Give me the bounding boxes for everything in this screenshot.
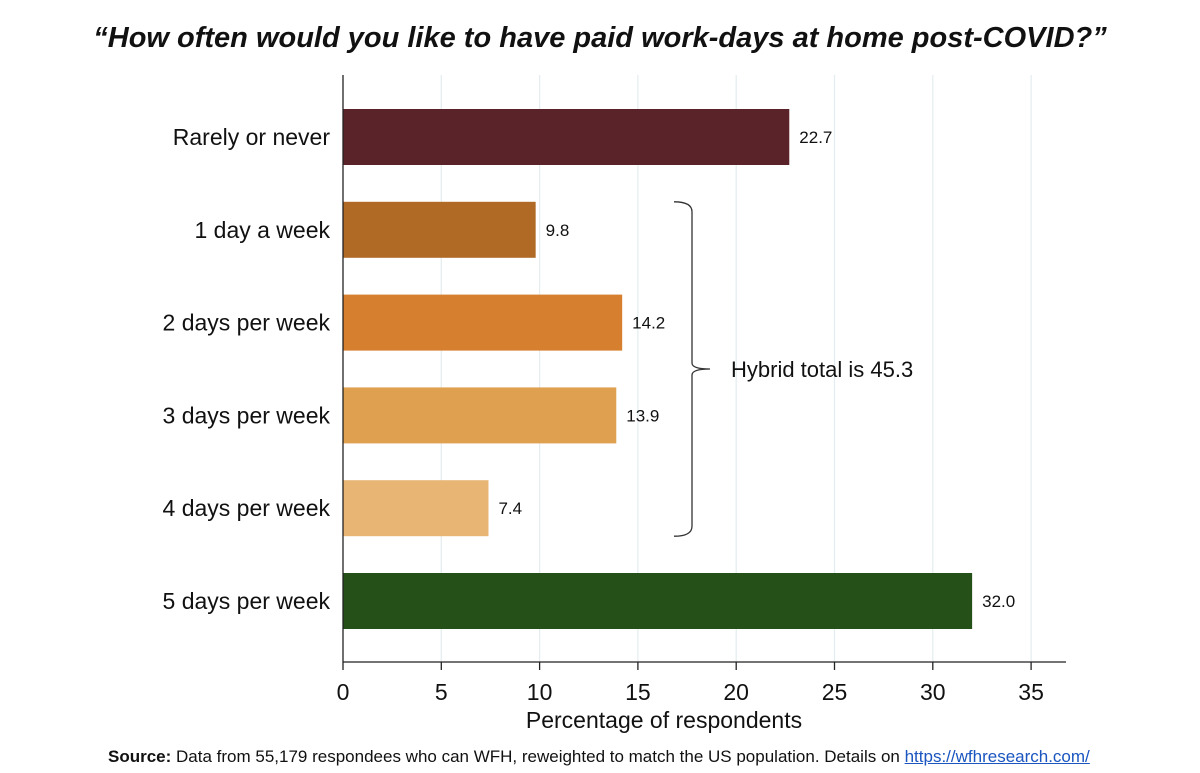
- bar: [343, 387, 617, 444]
- brace: [673, 201, 711, 537]
- source-text: Data from 55,179 respondees who can WFH,…: [171, 747, 905, 766]
- gridlines: [440, 75, 1032, 662]
- category-label: Rarely or never: [173, 124, 331, 150]
- x-tick-label: 25: [822, 679, 848, 705]
- bar-value-label: 7.4: [498, 499, 522, 518]
- bar-value-label: 14.2: [632, 314, 665, 333]
- bar-value-label: 22.7: [799, 128, 832, 147]
- annotation-text: Hybrid total is 45.3: [731, 357, 913, 382]
- chart-title: “How often would you like to have paid w…: [93, 22, 1107, 54]
- category-label: 3 days per week: [163, 402, 331, 428]
- source-label: Source:: [108, 747, 172, 766]
- bar-value-label: 32.0: [982, 592, 1015, 611]
- source-note: Source: Data from 55,179 respondees who …: [108, 747, 1090, 767]
- bars: 22.7 9.8 14.2 13.9 7.4 32.0: [343, 109, 1015, 629]
- x-tick-label: 35: [1018, 679, 1044, 705]
- bar-value-label: 9.8: [546, 221, 570, 240]
- x-tick-label: 20: [723, 679, 749, 705]
- x-tick-label: 10: [527, 679, 553, 705]
- x-tick-label: 15: [625, 679, 651, 705]
- category-label: 2 days per week: [163, 310, 331, 336]
- bar: [343, 480, 489, 537]
- x-axis-label: Percentage of respondents: [526, 707, 802, 733]
- bar: [343, 109, 790, 165]
- x-tick-label: 5: [435, 679, 448, 705]
- x-tick-label: 30: [920, 679, 946, 705]
- category-label: 1 day a week: [194, 217, 330, 243]
- bar: [343, 573, 973, 629]
- bar: [343, 294, 623, 351]
- source-link[interactable]: https://wfhresearch.com/: [904, 747, 1090, 766]
- axes: Rarely or never 1 day a week 2 days per we…: [163, 75, 1066, 705]
- bar-value-label: 13.9: [626, 406, 659, 425]
- category-label: 5 days per week: [163, 588, 331, 614]
- x-tick-label: 0: [337, 679, 350, 705]
- annotation: Hybrid total is 45.3: [673, 201, 913, 537]
- bar: [343, 201, 536, 258]
- category-label: 4 days per week: [163, 495, 331, 521]
